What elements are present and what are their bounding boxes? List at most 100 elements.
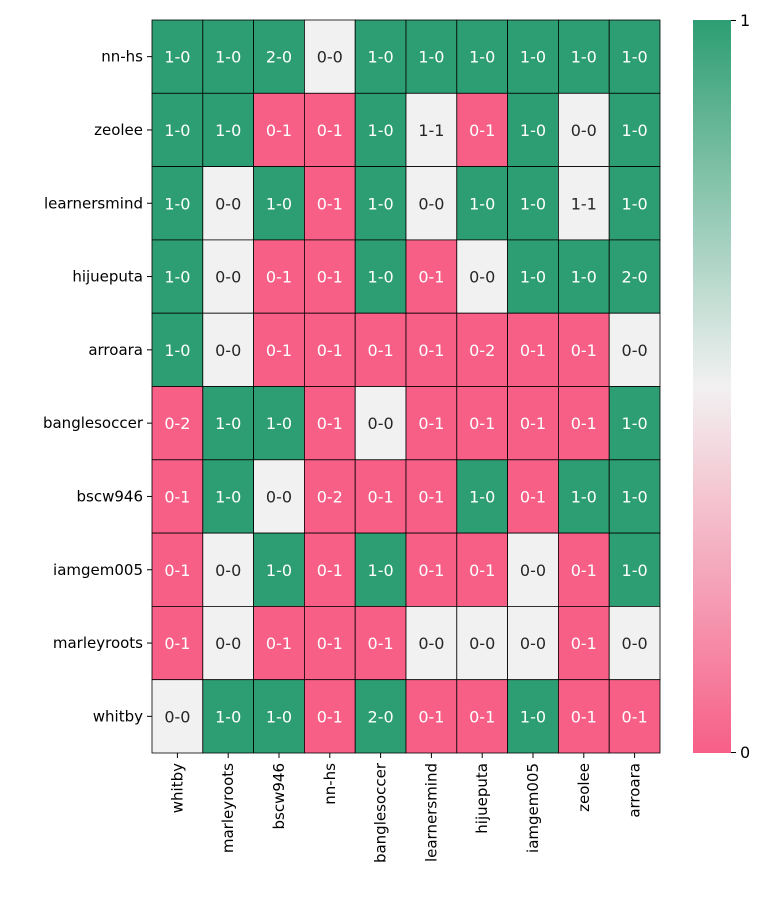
heatmap-cell [558,239,610,314]
heatmap-cell [456,312,508,387]
cell-annotation: 0-1 [317,707,343,726]
cell-annotation: 0-1 [469,414,495,433]
cell-annotation: 0-0 [622,634,648,653]
heatmap-cell [253,312,305,387]
colorbar: 1 0 [693,11,750,762]
cell-annotation: 1-0 [520,121,546,140]
heatmap-cell [608,459,661,534]
heatmap-cell [354,239,407,314]
heatmap-cell [456,606,508,681]
cell-annotation: 1-0 [571,487,597,506]
cell-annotation: 0-1 [418,268,444,287]
colorbar-label-min: 0 [740,743,750,762]
cell-annotation: 0-0 [215,268,241,287]
heatmap-cell [253,606,305,681]
colorbar-label-max: 1 [740,11,750,30]
heatmap-cell [558,166,610,241]
cell-annotation: 0-0 [215,341,241,360]
cell-annotation: 0-1 [266,634,292,653]
cell-annotation: 0-0 [317,48,343,67]
x-tick-label: iamgem005 [524,763,542,853]
x-tick-label: zeolee [575,763,593,812]
heatmap-cell [303,606,356,681]
x-tick-label: hijueputa [473,763,491,834]
heatmap-cell [151,19,204,94]
heatmap-cell [202,606,255,681]
cell-annotation: 1-0 [164,48,190,67]
heatmap-cell [558,92,610,168]
cell-annotation: 0-1 [266,121,292,140]
cell-annotation: 1-0 [164,194,190,213]
heatmap-cell [558,459,610,534]
cell-annotation: 1-1 [418,121,444,140]
heatmap-cell [507,92,559,168]
heatmap-cell [202,19,255,94]
heatmap-cell [354,166,407,241]
cell-annotation: 0-0 [266,487,292,506]
cell-annotation: 1-0 [368,268,394,287]
heatmap-cell [303,459,356,534]
heatmap-cell [253,532,305,607]
heatmap-cell [558,679,610,754]
heatmap-cell [354,679,407,754]
heatmap-cell [608,606,661,681]
cell-annotation: 1-0 [266,414,292,433]
heatmap-cell [456,532,508,607]
cell-annotation: 0-1 [317,634,343,653]
heatmap-cell [405,386,458,461]
cell-annotation: 1-0 [622,194,648,213]
heatmap-cell [405,92,458,168]
cell-annotation: 0-1 [571,341,597,360]
cell-annotation: 0-1 [317,341,343,360]
heatmap-cell [405,459,458,534]
x-tick-label: banglesoccer [372,762,390,863]
heatmap-cell [558,606,610,681]
cell-annotation: 0-1 [418,561,444,580]
heatmap-cell [405,532,458,607]
cell-annotation: 0-2 [164,414,190,433]
cell-annotation: 1-0 [215,48,241,67]
cell-annotation: 0-0 [215,194,241,213]
x-tick-label: whitby [168,763,186,813]
heatmap-cell [608,679,661,754]
heatmap-cell [202,166,255,241]
x-tick-label: marleyroots [219,763,237,853]
cell-annotation: 1-0 [520,48,546,67]
cell-annotation: 1-0 [215,707,241,726]
x-tick-labels: whitby marleyroots bscw946 nn-hs banglesocce… [167,753,645,865]
cell-annotation: 1-0 [266,194,292,213]
cell-annotation: 0-0 [469,634,495,653]
heatmap-cell [608,166,661,241]
heatmap-cell [303,19,356,94]
cell-annotation: 0-1 [317,121,343,140]
cell-annotation: 0-2 [317,487,343,506]
heatmap-cells: 1-0 1-0 2-0 0-0 1-0 1-0 1-0 1-0 1-0 1-0 1-0 1-0 0-1 0… [151,19,661,754]
cell-annotation: 0-1 [317,194,343,213]
heatmap-cell [303,92,356,168]
cell-annotation: 1-0 [368,561,394,580]
y-tick-label: hijueputa [72,268,143,286]
heatmap-cell [405,679,458,754]
heatmap-cell [253,386,305,461]
cell-annotation: 0-1 [571,414,597,433]
y-tick-label: iamgem005 [53,561,143,579]
heatmap-cell [354,532,407,607]
cell-annotation: 1-0 [266,561,292,580]
heatmap-cell [608,239,661,314]
cell-annotation: 0-0 [622,341,648,360]
cell-annotation: 0-1 [469,707,495,726]
heatmap-cell [253,166,305,241]
cell-annotation: 0-0 [469,268,495,287]
heatmap-cell [507,459,559,534]
x-tick-label: bscw946 [270,763,288,829]
cell-annotation: 2-0 [622,268,648,287]
y-tick-label: zeolee [94,121,143,139]
heatmap-cell [151,166,204,241]
heatmap-cell [405,19,458,94]
heatmap-cell [303,386,356,461]
cell-annotation: 1-0 [469,487,495,506]
cell-annotation: 0-1 [368,487,394,506]
colorbar-gradient [693,20,731,753]
heatmap-cell [151,239,204,314]
x-tick-label: arroara [626,763,644,818]
